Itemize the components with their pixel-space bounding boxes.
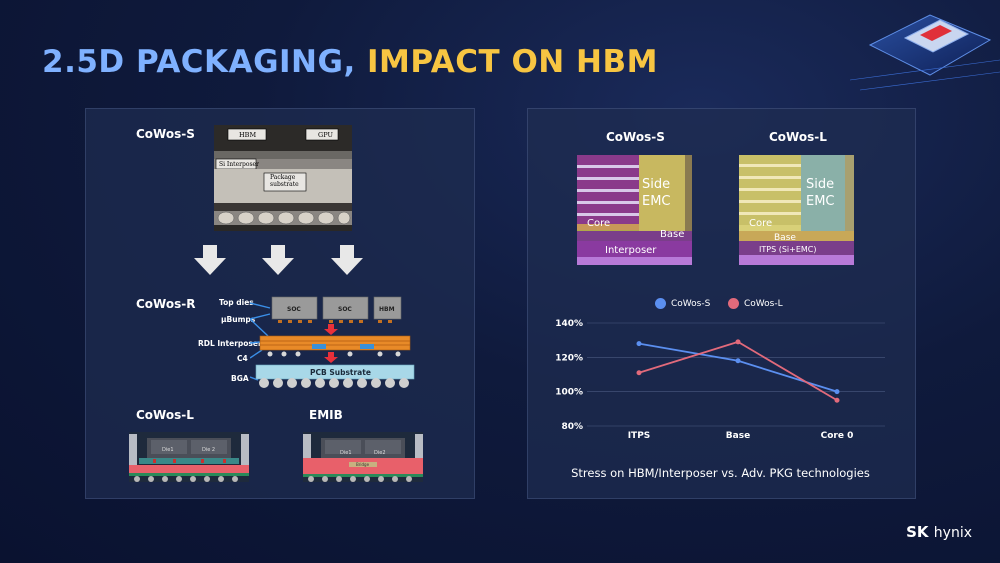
cowos-l-cross-section (129, 432, 249, 482)
cowos-s-gpu-label: GPU (318, 131, 333, 139)
cowos-l-itps-label: ITPS (Si+EMC) (759, 245, 817, 254)
cowos-l-die1-label: Die1 (162, 447, 174, 453)
cowos-s-side-label: Side (642, 177, 671, 192)
cowos-s-core-label: Core (587, 218, 611, 229)
cowos-s-stress-map (577, 155, 692, 265)
y-tick-label: 100% (555, 388, 583, 398)
title-part-2: IMPACT ON HBM (367, 44, 658, 80)
pcb-substrate-label: PCB Substrate (310, 368, 371, 377)
hbm-die-label: HBM (379, 306, 395, 313)
x-tick-label: ITPS (628, 431, 651, 441)
cowos-r-diagram (250, 296, 415, 388)
cowos-s-cross-section (214, 125, 352, 231)
emib-die2-label: Die2 (374, 450, 386, 456)
cowos-l-side-label: Side (806, 177, 835, 192)
cowos-l-label-left: CoWos-L (136, 408, 194, 422)
down-arrow-icon (194, 245, 226, 275)
cowos-l-label-right: CoWos-L (769, 130, 827, 144)
legend-label: CoWos-S (671, 298, 711, 309)
legend-swatch (728, 298, 739, 309)
cowos-r-label: CoWos-R (136, 297, 196, 311)
cowos-s-substrate-label: substrate (270, 181, 299, 188)
rdl-interposer-label: RDL Interposer (198, 339, 262, 348)
cowos-l-base-label: Base (774, 233, 796, 243)
legend-label: CoWos-L (744, 298, 783, 309)
chart-caption: Stress on HBM/Interposer vs. Adv. PKG te… (571, 466, 870, 480)
legend-item-cowos-l: CoWos-L (728, 298, 783, 309)
y-tick-label: 140% (555, 319, 583, 329)
data-point (834, 389, 840, 395)
bga-label: BGA (231, 374, 249, 383)
cowos-s-base-label: Base (660, 229, 685, 240)
x-tick-label: Core 0 (821, 431, 854, 441)
c4-label: C4 (237, 354, 248, 363)
cowos-s-package-label: Package (270, 174, 296, 181)
page-title: 2.5D PACKAGING, IMPACT ON HBM (42, 44, 658, 80)
cowos-l-stress-map (739, 155, 854, 265)
brand-hynix: hynix (933, 525, 972, 541)
series-line (638, 342, 838, 393)
cowos-l-core-label: Core (749, 218, 773, 229)
emib-cross-section (303, 432, 423, 482)
down-arrow-icon (331, 245, 363, 275)
y-tick-label: 120% (555, 353, 583, 363)
emib-bridge-label: Bridge (356, 462, 370, 467)
legend-swatch (655, 298, 666, 309)
cowos-l-emc-label: EMC (806, 194, 835, 209)
legend-item-cowos-s: CoWos-S (655, 298, 710, 309)
emib-label: EMIB (309, 408, 343, 422)
y-tick-label: 80% (561, 422, 583, 432)
soc1-label: SOC (287, 306, 301, 313)
cowos-l-die2-label: Die 2 (202, 447, 216, 453)
x-tick-label: Base (726, 431, 750, 441)
data-point (735, 358, 741, 364)
sk-hynix-logo: SK hynix (906, 523, 972, 541)
brand-sk: SK (906, 523, 929, 541)
down-arrow-icon (262, 245, 294, 275)
data-point (735, 339, 741, 345)
stress-line-chart: 80% 100% 120% 140% ITPS Base Core 0 (555, 319, 885, 441)
title-part-1: 2.5D PACKAGING, (42, 44, 356, 80)
chip-decoration (850, 14, 1000, 91)
emib-die1-label: Die1 (340, 450, 352, 456)
data-point (834, 397, 840, 403)
data-point (636, 341, 642, 347)
cowos-s-label-left: CoWos-S (136, 127, 195, 141)
soc2-label: SOC (338, 306, 352, 313)
ubumps-label: μBumps (221, 315, 256, 324)
cowos-s-interposer-label: Interposer (605, 245, 657, 256)
top-dies-label: Top dies (219, 298, 254, 307)
cowos-s-si-interposer-label: Si Interposer (219, 161, 259, 168)
cowos-s-emc-label: EMC (642, 194, 671, 209)
data-point (636, 370, 642, 376)
cowos-s-hbm-label: HBM (239, 131, 257, 139)
cowos-s-label-right: CoWos-S (606, 130, 665, 144)
